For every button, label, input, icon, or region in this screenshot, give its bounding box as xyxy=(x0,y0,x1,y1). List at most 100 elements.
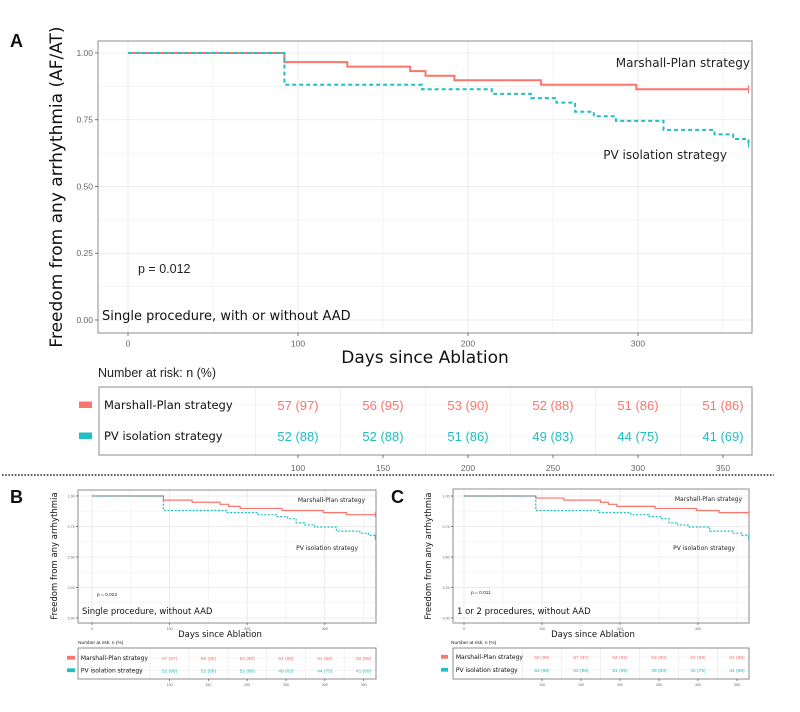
risk-value: 53 (90) xyxy=(447,398,488,413)
y-tick-label: 0.00 xyxy=(76,315,93,325)
risk-value: 51 (86) xyxy=(447,429,488,444)
panel-subtitle: Single procedure, with or without AAD xyxy=(102,309,351,324)
risk-row-label: PV isolation strategy xyxy=(81,668,143,675)
risk-value: 58 (98) xyxy=(534,655,550,661)
risk-value: 52 (88) xyxy=(534,668,550,674)
risk-value: 44 (75) xyxy=(617,429,658,444)
risk-x-tick-label: 150 xyxy=(205,683,211,687)
panel-label: C xyxy=(391,487,404,507)
plot-area xyxy=(98,41,752,333)
risk-value: 41 (69) xyxy=(356,668,372,674)
legend-swatch-marshall-plan xyxy=(79,401,92,408)
x-tick-label: 300 xyxy=(322,627,328,631)
y-tick-label: 0.50 xyxy=(68,555,75,559)
y-tick-label: 0.75 xyxy=(76,115,93,125)
risk-x-tick-label: 250 xyxy=(283,683,289,687)
p-value: p = 0.012 xyxy=(138,262,191,276)
p-value: p = 0.011 xyxy=(471,590,491,596)
risk-row-label: Marshall-Plan strategy xyxy=(104,398,233,412)
risk-value: 52 (88) xyxy=(532,398,573,413)
risk-row-label: PV isolation strategy xyxy=(456,667,518,674)
risk-value: 44 (75) xyxy=(317,668,333,674)
legend-swatch-marshall-plan xyxy=(441,654,448,659)
risk-value: 53 (90) xyxy=(240,656,256,662)
risk-x-tick-label: 300 xyxy=(322,683,328,687)
panel-subtitle: Single procedure, without AAD xyxy=(82,607,213,617)
km-curve-pv-isolation xyxy=(128,52,750,144)
x-tick-label: 0 xyxy=(91,627,93,631)
risk-x-tick-label: 300 xyxy=(695,683,701,687)
risk-x-tick-label: 250 xyxy=(546,463,560,473)
risk-value: 51 (86) xyxy=(702,398,743,413)
risk-value: 51 (86) xyxy=(317,656,333,662)
risk-x-tick-label: 350 xyxy=(361,683,367,687)
risk-x-tick-label: 200 xyxy=(244,683,250,687)
risk-table-title: Number at risk: n (%) xyxy=(451,640,497,646)
x-tick-label: 200 xyxy=(461,339,475,349)
panel-subtitle: 1 or 2 procedures, without AAD xyxy=(457,607,591,617)
plot-border xyxy=(77,489,377,624)
y-axis-title: Freedom from any arrhythmia xyxy=(424,492,434,619)
risk-x-tick-label: 200 xyxy=(461,463,475,473)
panel-label: B xyxy=(10,487,23,507)
legend-swatch-pv-isolation xyxy=(441,667,448,672)
risk-table-title: Number at risk: n (%) xyxy=(98,366,216,380)
plot-border xyxy=(97,40,753,334)
plot-border xyxy=(452,488,750,624)
risk-x-tick-label: 350 xyxy=(734,683,740,687)
km-curve-marshall-plan xyxy=(128,52,749,91)
series-label-marshall-plan: Marshall-Plan strategy xyxy=(675,496,743,503)
risk-value: 52 (88) xyxy=(690,655,706,661)
risk-x-tick-label: 200 xyxy=(617,683,623,687)
risk-row-label: Marshall-Plan strategy xyxy=(456,654,524,661)
risk-row-label: Marshall-Plan strategy xyxy=(81,655,149,662)
risk-x-tick-label: 150 xyxy=(578,683,584,687)
risk-x-tick-label: 100 xyxy=(539,683,545,687)
x-tick-label: 100 xyxy=(539,627,545,631)
legend-swatch-pv-isolation xyxy=(67,668,75,673)
y-tick-label: 1.00 xyxy=(443,494,450,498)
risk-value: 50 (85) xyxy=(356,656,372,662)
panel-a: A 0.00 0.25 0.50 0.75 1.00 0 100 200 300 Marshall-… xyxy=(10,26,753,473)
p-value: p = 0.022 xyxy=(97,592,117,598)
risk-value: 53 (90) xyxy=(651,655,667,661)
legend-swatch-marshall-plan xyxy=(67,655,75,660)
x-tick-label: 0 xyxy=(463,627,465,631)
km-curve-pv-isolation xyxy=(464,495,750,538)
series-label-pv-isolation: PV isolation strategy xyxy=(603,148,727,162)
y-tick-label: 0.25 xyxy=(76,248,93,258)
risk-value: 51 (86) xyxy=(612,668,628,674)
km-curve-pv-isolation xyxy=(92,495,376,538)
y-tick-label: 1.00 xyxy=(68,494,75,498)
risk-value: 52 (88) xyxy=(201,668,217,674)
x-tick-label: 100 xyxy=(291,339,305,349)
risk-value: 41 (69) xyxy=(702,429,743,444)
risk-table-border xyxy=(98,386,753,456)
x-axis-title: Days since Ablation xyxy=(551,630,635,640)
km-curve-marshall-plan xyxy=(464,495,749,514)
x-axis-title: Days since Ablation xyxy=(341,348,509,368)
risk-value: 49 (83) xyxy=(532,429,573,444)
risk-value: 52 (88) xyxy=(277,429,318,444)
x-tick-label: 200 xyxy=(617,627,623,631)
risk-value: 44 (75) xyxy=(690,668,706,674)
panel-b: B 0.00 0.25 0.50 0.75 1.00 0 100 200 300 Marshall-… xyxy=(10,487,377,687)
y-axis-title: Freedom from any arrhythmia (AF/AT) xyxy=(47,26,67,347)
legend-swatch-pv-isolation xyxy=(79,432,92,439)
risk-value: 41 (69) xyxy=(729,668,745,674)
y-tick-label: 0.00 xyxy=(443,616,450,620)
y-axis-title: Freedom from any arrhythmia xyxy=(50,492,60,619)
risk-value: 51 (86) xyxy=(240,668,256,674)
x-tick-label: 300 xyxy=(631,339,645,349)
y-tick-label: 1.00 xyxy=(76,48,93,58)
risk-x-tick-label: 100 xyxy=(291,463,305,473)
risk-value: 56 (95) xyxy=(362,398,403,413)
x-axis-title: Days since Ablation xyxy=(178,630,262,640)
risk-x-tick-label: 100 xyxy=(167,683,173,687)
risk-table-border xyxy=(77,647,377,680)
risk-value: 51 (86) xyxy=(617,398,658,413)
x-tick-label: 0 xyxy=(126,339,131,349)
risk-table-border xyxy=(452,647,750,680)
y-tick-label: 0.50 xyxy=(443,555,450,559)
